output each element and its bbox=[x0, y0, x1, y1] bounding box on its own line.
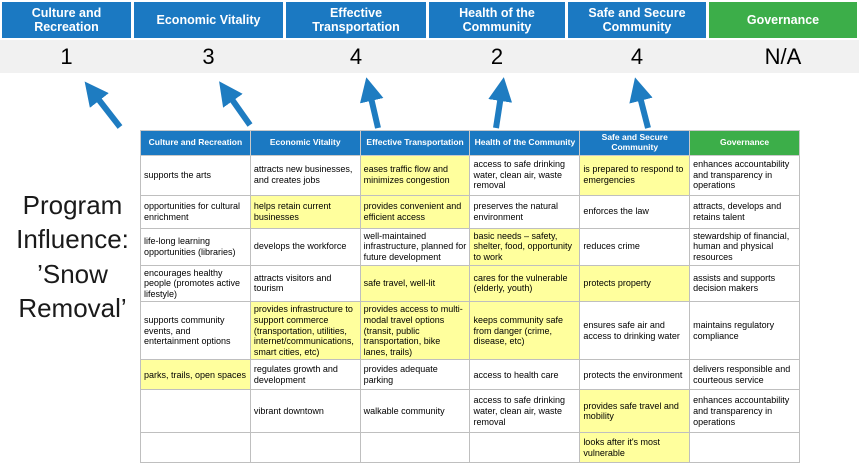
table-cell: develops the workforce bbox=[249, 227, 361, 266]
score-culture-and-recreation: 1 bbox=[60, 43, 73, 69]
table-cell bbox=[469, 432, 581, 464]
table-cell: ensures safe air and access to drinking … bbox=[579, 301, 691, 361]
table-row: supports community events, and entertain… bbox=[140, 301, 800, 361]
table-cell: well-maintained infrastructure, planned … bbox=[359, 227, 471, 266]
banner-cell-health-of-the-community: Health of the Community bbox=[429, 2, 565, 38]
table-cell: encourages healthy people (promotes acti… bbox=[140, 264, 251, 303]
banner-cell-governance: Governance bbox=[709, 2, 857, 38]
score-banner: Culture and Recreation Economic Vitality… bbox=[2, 2, 857, 38]
table-header-row: Culture and Recreation Economic Vitality… bbox=[140, 130, 800, 156]
table-cell: enhances accountability and transparency… bbox=[689, 154, 800, 196]
table-cell: stewardship of financial, human and phys… bbox=[689, 227, 800, 266]
table-cell: provides infrastructure to support comme… bbox=[249, 301, 361, 361]
table-cell: enforces the law bbox=[579, 194, 691, 229]
table-cell: attracts visitors and tourism bbox=[249, 264, 361, 303]
table-cell: keeps community safe from danger (crime,… bbox=[469, 301, 581, 361]
table-cell: parks, trails, open spaces bbox=[140, 359, 251, 391]
table-cell: provides safe travel and mobility bbox=[579, 389, 691, 434]
table-cell: walkable community bbox=[359, 389, 471, 434]
table-cell: vibrant downtown bbox=[249, 389, 361, 434]
table-row: vibrant downtown walkable community acce… bbox=[140, 389, 800, 434]
table-cell: looks after it's most vulnerable bbox=[579, 432, 691, 464]
table-cell bbox=[249, 432, 361, 464]
table-row: supports the arts attracts new businesse… bbox=[140, 154, 800, 196]
table-cell: provides access to multi-modal travel op… bbox=[359, 301, 471, 361]
score-row: 1 3 4 2 4 N/A bbox=[0, 40, 859, 73]
table-cell: assists and supports decision makers bbox=[689, 264, 800, 303]
table-cell: access to health care bbox=[469, 359, 581, 391]
table-cell: is prepared to respond to emergencies bbox=[579, 154, 691, 196]
table-cell: cares for the vulnerable (elderly, youth… bbox=[469, 264, 581, 303]
table-cell: supports the arts bbox=[140, 154, 251, 196]
table-cell: attracts new businesses, and creates job… bbox=[249, 154, 361, 196]
table-cell: safe travel, well-lit bbox=[359, 264, 471, 303]
score-effective-transportation: 4 bbox=[349, 43, 363, 69]
table-cell: life-long learning opportunities (librar… bbox=[140, 227, 251, 266]
table-cell: supports community events, and entertain… bbox=[140, 301, 251, 361]
table-cell: attracts, develops and retains talent bbox=[689, 194, 800, 229]
table-cell: provides adequate parking bbox=[359, 359, 471, 391]
table-cell: regulates growth and development bbox=[249, 359, 361, 391]
table-cell bbox=[359, 432, 471, 464]
banner-cell-effective-transportation: Effective Transportation bbox=[286, 2, 426, 38]
table-cell: reduces crime bbox=[579, 227, 691, 266]
table-row: parks, trails, open spaces regulates gro… bbox=[140, 359, 800, 391]
score-health-of-the-community: 2 bbox=[490, 43, 504, 69]
banner-cell-economic-vitality: Economic Vitality bbox=[134, 2, 283, 38]
score-governance: N/A bbox=[764, 43, 802, 69]
table-cell: eases traffic flow and minimizes congest… bbox=[359, 154, 471, 196]
table-cell: maintains regulatory compliance bbox=[689, 301, 800, 361]
table-cell: basic needs – safety, shelter, food, opp… bbox=[469, 227, 581, 266]
table-header-governance: Governance bbox=[689, 130, 800, 156]
table-cell: access to safe drinking water, clean air… bbox=[469, 389, 581, 434]
table-cell: provides convenient and efficient access bbox=[359, 194, 471, 229]
table-cell bbox=[140, 432, 251, 464]
table-header-culture-and-recreation: Culture and Recreation bbox=[140, 130, 251, 156]
table-cell: preserves the natural environment bbox=[469, 194, 581, 229]
table-cell: access to safe drinking water, clean air… bbox=[469, 154, 581, 196]
table-cell: helps retain current businesses bbox=[249, 194, 361, 229]
table-cell: opportunities for cultural enrichment bbox=[140, 194, 251, 229]
table-row: life-long learning opportunities (librar… bbox=[140, 227, 800, 266]
table-row: encourages healthy people (promotes acti… bbox=[140, 264, 800, 303]
table-cell bbox=[140, 389, 251, 434]
program-title: Program Influence: ’Snow Removal’ bbox=[16, 190, 129, 323]
score-safe-and-secure-community: 4 bbox=[630, 43, 644, 69]
table-cell: enhances accountability and transparency… bbox=[689, 389, 800, 434]
table-cell: protects property bbox=[579, 264, 691, 303]
table-cell bbox=[689, 432, 800, 464]
banner-cell-safe-and-secure-community: Safe and Secure Community bbox=[568, 2, 706, 38]
table-row: looks after it's most vulnerable bbox=[140, 432, 800, 464]
table-cell: protects the environment bbox=[579, 359, 691, 391]
table-header-safe-and-secure-community: Safe and Secure Community bbox=[579, 130, 691, 156]
table-header-health-of-the-community: Health of the Community bbox=[469, 130, 581, 156]
table-header-effective-transportation: Effective Transportation bbox=[359, 130, 471, 156]
influence-arrows-icon bbox=[84, 77, 653, 129]
table-row: opportunities for cultural enrichment he… bbox=[140, 194, 800, 229]
influence-table: Culture and Recreation Economic Vitality… bbox=[140, 130, 800, 464]
table-header-economic-vitality: Economic Vitality bbox=[249, 130, 361, 156]
banner-cell-culture-and-recreation: Culture and Recreation bbox=[2, 2, 131, 38]
table-cell: delivers responsible and courteous servi… bbox=[689, 359, 800, 391]
score-economic-vitality: 3 bbox=[202, 43, 215, 69]
